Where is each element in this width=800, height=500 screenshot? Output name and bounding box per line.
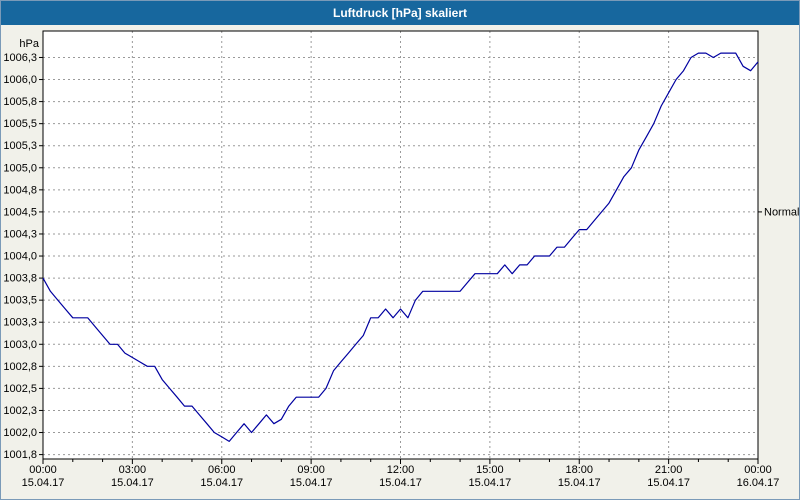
x-tick-time-label: 09:00 — [297, 464, 325, 476]
y-axis-unit-label: hPa — [19, 38, 39, 50]
x-tick-date-label: 15.04.17 — [200, 477, 243, 489]
x-tick-time-label: 00:00 — [744, 464, 772, 476]
x-tick-time-label: 15:00 — [476, 464, 504, 476]
pressure-chart: hPa 1001,8 1002,0 1002,3 1002,5 1002,8 1003,0… — [3, 30, 799, 489]
x-tick-date-label: 15.04.17 — [22, 477, 65, 489]
x-tick-time-label: 18:00 — [565, 464, 593, 476]
plot-frame — [42, 30, 759, 460]
x-tick-date-label: 15.04.17 — [379, 477, 422, 489]
x-tick-date-label: 15.04.17 — [558, 477, 601, 489]
normal-label: Normal — [764, 206, 799, 218]
y-tick-label: 1002,8 — [3, 361, 37, 373]
x-tick-date-label: 15.04.17 — [468, 477, 511, 489]
y-tick-label: 1003,0 — [3, 339, 37, 351]
plot-area — [43, 31, 758, 459]
x-tick-date-label: 15.04.17 — [290, 477, 333, 489]
window-title: Luftdruck [hPa] skaliert — [332, 6, 468, 20]
y-tick-label: 1006,3 — [3, 52, 37, 64]
x-tick-time-label: 12:00 — [387, 464, 415, 476]
x-tick-time-label: 06:00 — [208, 464, 236, 476]
x-tick-time-label: 03:00 — [119, 464, 147, 476]
x-tick-date-label: 15.04.17 — [111, 477, 154, 489]
x-tick-date-label: 15.04.17 — [647, 477, 690, 489]
chart-content: 1001,8 1002,0 1002,3 1002,5 1002,8 1003,0 1003… — [3, 30, 799, 489]
window-titlebar[interactable]: Luftdruck [hPa] skaliert — [1, 1, 799, 25]
x-tick-date-label: 16.04.17 — [737, 477, 780, 489]
y-tick-label: 1002,3 — [3, 405, 37, 417]
y-tick-label: 1005,0 — [3, 162, 37, 174]
y-tick-label: 1004,5 — [3, 206, 37, 218]
y-tick-label: 1002,0 — [3, 427, 37, 439]
y-tick-label: 1003,3 — [3, 317, 37, 329]
y-tick-label: 1004,0 — [3, 251, 37, 263]
y-tick-label: 1003,8 — [3, 273, 37, 285]
y-tick-label: 1003,5 — [3, 295, 37, 307]
y-tick-label: 1006,0 — [3, 74, 37, 86]
y-tick-label: 1004,3 — [3, 228, 37, 240]
y-tick-label: 1002,5 — [3, 383, 37, 395]
y-tick-label: 1004,8 — [3, 184, 37, 196]
x-tick-time-label: 21:00 — [655, 464, 683, 476]
y-tick-label: 1005,8 — [3, 96, 37, 108]
y-tick-label: 1005,3 — [3, 140, 37, 152]
y-tick-label: 1005,5 — [3, 118, 37, 130]
x-tick-time-label: 00:00 — [29, 464, 57, 476]
y-tick-label: 1001,8 — [3, 449, 37, 461]
pressure-line — [42, 52, 759, 442]
